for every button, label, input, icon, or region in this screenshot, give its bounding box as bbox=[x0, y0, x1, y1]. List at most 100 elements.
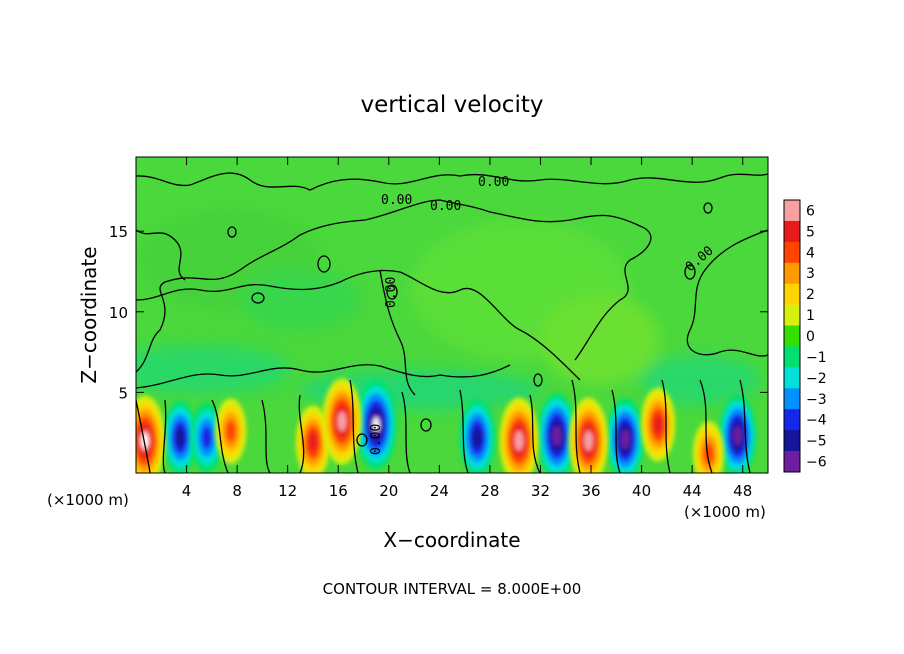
contour-cell-5 bbox=[529, 379, 581, 473]
colorbar-swatch bbox=[784, 409, 800, 431]
contour-small-loops bbox=[227, 202, 713, 447]
contour-zero-low bbox=[136, 364, 511, 389]
plot-frame bbox=[135, 156, 769, 474]
downdraft-cell bbox=[163, 400, 198, 473]
contour-cell-2 bbox=[211, 399, 271, 473]
x-tick-label: 8 bbox=[232, 482, 242, 500]
cell-level bbox=[308, 432, 318, 453]
plot-area: 0.00 0.00 0.00 0.00 0.00 0.00 bbox=[136, 157, 768, 473]
contour-zero-upper bbox=[136, 172, 768, 191]
colorbar-label: 4 bbox=[806, 245, 815, 261]
colorbar-swatch bbox=[784, 262, 800, 285]
x-tick-label: 44 bbox=[683, 482, 702, 500]
contour-lines bbox=[136, 172, 768, 473]
contour-cell-7 bbox=[699, 379, 751, 473]
downdraft-cell bbox=[190, 402, 224, 473]
colorbar-swatch bbox=[784, 430, 800, 452]
contour-cell-6 bbox=[611, 379, 671, 473]
contour-zero-main bbox=[136, 199, 652, 373]
downdraft-cell bbox=[537, 392, 577, 473]
colorbar-swatch bbox=[784, 325, 800, 347]
contour-cell-3 bbox=[298, 379, 359, 473]
updraft-cell bbox=[640, 387, 676, 462]
cell-level bbox=[175, 427, 185, 448]
y-axis: 5 10 15 bbox=[109, 223, 768, 402]
colorbar-swatch bbox=[784, 200, 800, 222]
cell-level bbox=[225, 420, 236, 442]
contour-label: 0.00 bbox=[384, 277, 399, 308]
cell-level bbox=[583, 430, 594, 451]
colorbar-label: −5 bbox=[806, 434, 827, 450]
downdraft-cell bbox=[606, 398, 644, 473]
y-axis-label: Z−coordinate bbox=[77, 246, 101, 383]
colorbar-label: −6 bbox=[806, 455, 827, 471]
updraft-cell bbox=[692, 420, 725, 473]
colorbar-swatch bbox=[784, 451, 800, 473]
contour-annotations: 0.00 0.00 0.00 0.00 0.00 0.00 bbox=[369, 175, 717, 455]
contour-wiggle-left bbox=[136, 229, 186, 281]
colorbar-swatch bbox=[784, 388, 800, 410]
x-tick-label: 20 bbox=[379, 482, 398, 500]
cell-level bbox=[201, 425, 213, 450]
contour-label: 0.00 bbox=[478, 175, 509, 190]
x-axis: 4 8 12 16 20 24 28 32 36 40 44 48 bbox=[182, 157, 752, 500]
colorbar-label: −3 bbox=[806, 392, 827, 408]
colorbar-swatch bbox=[784, 367, 800, 389]
colorbar-swatch bbox=[784, 241, 800, 264]
contour-cell-4 bbox=[401, 389, 469, 473]
x-axis-label: X−coordinate bbox=[383, 528, 520, 552]
downdraft-cell bbox=[718, 394, 757, 473]
colorbar-label: 3 bbox=[806, 266, 815, 282]
x-tick-label: 28 bbox=[480, 482, 499, 500]
cell-level bbox=[620, 429, 630, 449]
colorbar-label: −2 bbox=[806, 371, 827, 387]
colorbar-label: 1 bbox=[806, 308, 815, 324]
y-tick-label: 5 bbox=[118, 384, 128, 402]
x-tick-label: 16 bbox=[329, 482, 348, 500]
colorbar-label: 5 bbox=[806, 224, 815, 240]
cell-level bbox=[337, 411, 347, 432]
updraft-cell bbox=[295, 405, 331, 473]
x-unit-left: (×1000 m) bbox=[47, 491, 129, 509]
contour-interval-footer: CONTOUR INTERVAL = 8.000E+00 bbox=[323, 580, 582, 598]
updraft-cell bbox=[499, 397, 539, 473]
x-tick-label: 4 bbox=[182, 482, 192, 500]
cell-level bbox=[552, 425, 562, 446]
y-tick-label: 10 bbox=[109, 304, 128, 322]
x-tick-label: 24 bbox=[430, 482, 449, 500]
updraft-cell bbox=[136, 395, 166, 473]
updraft-cell bbox=[215, 398, 247, 464]
contour-zero-mid bbox=[136, 269, 581, 381]
colorbar-label: −1 bbox=[806, 350, 827, 366]
cell-level bbox=[514, 430, 524, 451]
colorbar-label: 6 bbox=[806, 203, 815, 219]
x-unit-right: (×1000 m) bbox=[684, 503, 766, 521]
cell-level bbox=[703, 442, 714, 465]
colorbar-label: −4 bbox=[806, 413, 827, 429]
contour-label: 0.00 bbox=[381, 193, 412, 208]
cell-level bbox=[472, 426, 483, 449]
chart-title: vertical velocity bbox=[361, 92, 544, 118]
cell-level bbox=[653, 414, 663, 435]
x-tick-label: 40 bbox=[632, 482, 651, 500]
colorbar: 6 5 4 3 2 1 0 −1 −2 −3 −4 −5 −6 bbox=[783, 199, 827, 473]
downdraft-cell bbox=[355, 379, 397, 470]
colorbar-swatch bbox=[784, 283, 800, 306]
colorbar-label: 0 bbox=[806, 329, 815, 345]
cell-level bbox=[733, 426, 743, 446]
colorbar-label: 2 bbox=[806, 287, 815, 303]
cell-peak bbox=[372, 417, 380, 432]
updraft-cell bbox=[568, 397, 609, 473]
x-tick-label: 12 bbox=[278, 482, 297, 500]
colorbar-frame bbox=[783, 199, 801, 473]
contour-cell-1 bbox=[136, 399, 167, 473]
updraft-cell bbox=[322, 378, 362, 465]
downdraft-cell bbox=[459, 398, 496, 473]
contour-wiggle-center bbox=[379, 269, 416, 396]
contour-right-edge bbox=[686, 229, 768, 357]
contour-label: 0.00 bbox=[369, 424, 384, 455]
contour-label: 0.00 bbox=[430, 199, 461, 214]
x-tick-label: 48 bbox=[733, 482, 752, 500]
y-tick-label: 15 bbox=[109, 223, 128, 241]
